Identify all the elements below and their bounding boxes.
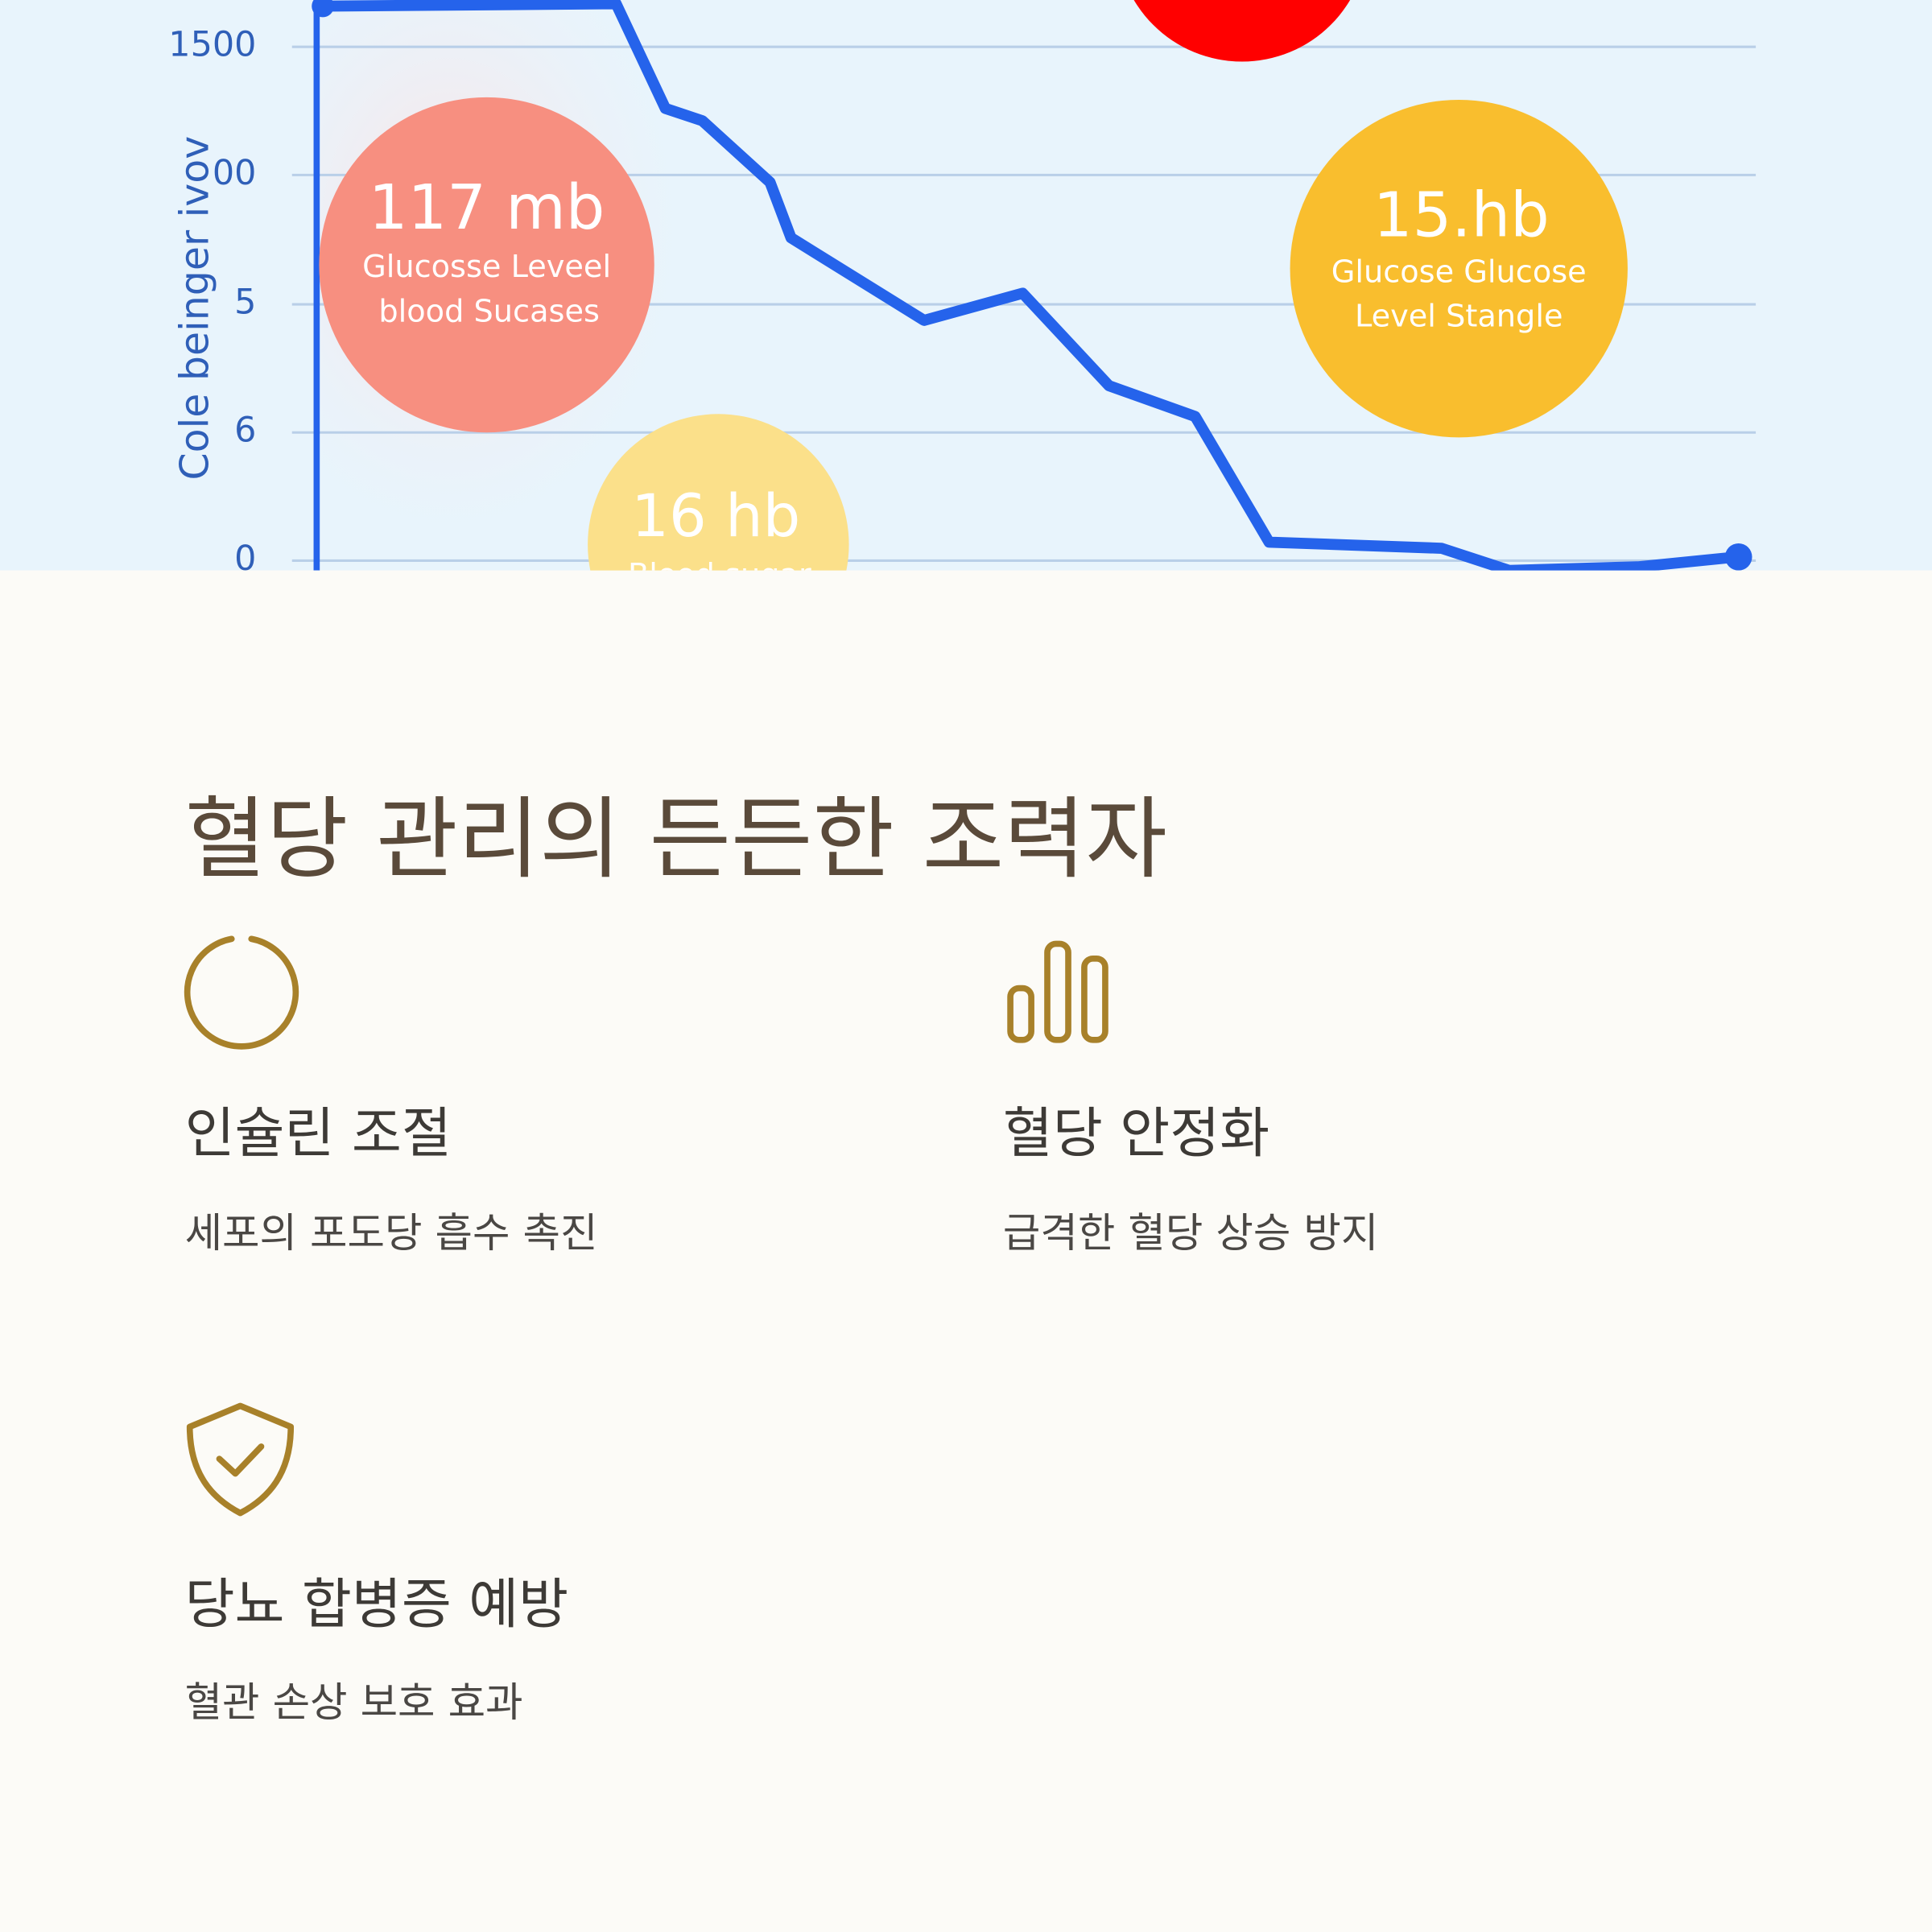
y-tick-label: 1500	[168, 25, 256, 65]
feature-description: 세포의 포도당 흡수 촉진	[184, 1208, 598, 1257]
y-tick-label: 00	[213, 153, 257, 193]
feature-title: 혈당 안정화	[1002, 1102, 1270, 1166]
bubble-text: Level Stangle	[1355, 298, 1563, 334]
bubble-value: 16 hb	[631, 482, 800, 551]
bubble	[319, 97, 654, 433]
bubble-value: 117 mb	[369, 172, 605, 244]
y-tick-label: 0	[234, 539, 256, 571]
feature-description: 혈관 손상 보호 효과	[184, 1678, 523, 1727]
bar-chart-icon	[1007, 940, 1108, 1043]
bubble-text: Glucose Glucose	[1331, 254, 1587, 290]
hero-image: 1500 00 5 6 0 Cole beinger ivov 117 mb G…	[0, 0, 1932, 571]
bubble-value: 15.hb	[1373, 180, 1550, 251]
bubble	[588, 414, 849, 571]
section-title: 혈당 관리의 든든한 조력자	[184, 787, 1167, 891]
shield-icon	[186, 1402, 295, 1517]
bubble	[1290, 99, 1628, 438]
trend-line	[322, 0, 1738, 571]
bubble-text: Blood sugar	[628, 557, 811, 571]
line-end	[1724, 543, 1752, 571]
bubble-text: Glucosse Leveel	[362, 249, 611, 285]
image-background	[0, 0, 1932, 571]
bubble-text: blood Sucases	[378, 293, 600, 329]
y-axis-label: Cole beinger ivov	[171, 136, 217, 481]
bubble	[1133, 0, 1351, 62]
loading-icon	[184, 935, 299, 1050]
y-tick-label: 6	[234, 411, 256, 451]
feature-title: 인슐린 조절	[184, 1102, 452, 1166]
feature-description: 급격한 혈당 상승 방지	[1002, 1208, 1379, 1257]
y-tick-label: 5	[234, 283, 256, 323]
feature-title: 당뇨 합병증 예방	[184, 1573, 569, 1637]
line-end	[312, 0, 334, 18]
